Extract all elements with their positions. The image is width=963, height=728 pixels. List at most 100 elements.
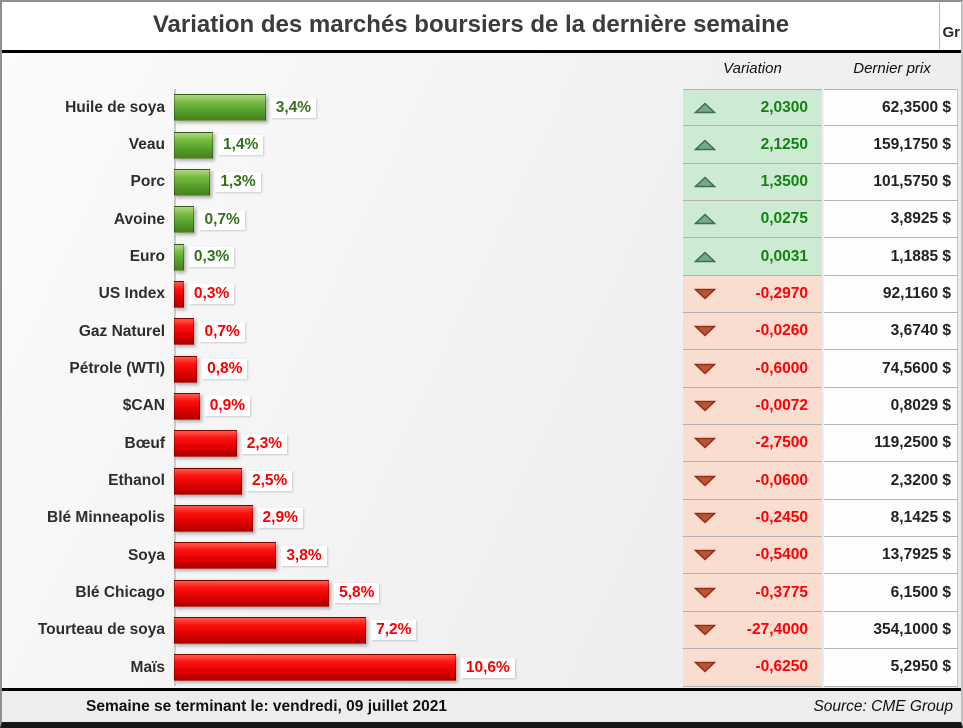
rows-container: Huile de soya 3,4% 2,0300 62,3500 $ Veau… bbox=[2, 89, 961, 687]
category-label: Pétrole (WTI) bbox=[69, 360, 165, 378]
bar-track: 3,8% bbox=[174, 537, 683, 574]
bar-track: 2,3% bbox=[174, 425, 683, 462]
variation-cell: -0,0072 bbox=[683, 387, 822, 426]
percent-label: 0,8% bbox=[202, 359, 248, 380]
variation-cell: -27,4000 bbox=[683, 611, 822, 650]
variation-bar bbox=[174, 616, 367, 644]
last-price-cell: 159,1750 $ bbox=[824, 126, 958, 164]
market-row: Soya 3,8% -0,5400 13,7925 $ bbox=[2, 537, 961, 575]
bar-track: 0,8% bbox=[174, 350, 683, 387]
last-price-cell: 3,8925 $ bbox=[824, 201, 958, 239]
category-label: Blé Minneapolis bbox=[47, 509, 165, 527]
percent-label: 10,6% bbox=[460, 657, 515, 678]
last-price-cell: 354,1000 $ bbox=[824, 611, 958, 650]
bar-track: 0,7% bbox=[174, 313, 683, 350]
table-column-headers: Variation Dernier prix bbox=[2, 53, 961, 89]
last-price-cell: 3,6740 $ bbox=[824, 313, 958, 351]
variation-value: -0,6000 bbox=[755, 359, 808, 377]
variation-value: 2,0300 bbox=[760, 98, 808, 116]
market-row: Ethanol 2,5% -0,0600 2,3200 $ bbox=[2, 462, 961, 500]
category-label: Bœuf bbox=[124, 434, 165, 452]
last-price-cell: 6,1500 $ bbox=[824, 574, 958, 612]
axis-baseline bbox=[174, 89, 176, 686]
last-price-cell: 101,5750 $ bbox=[824, 163, 958, 202]
up-triangle-icon bbox=[694, 251, 716, 262]
variation-cell: 0,0275 bbox=[683, 201, 822, 239]
variation-cell: 0,0031 bbox=[683, 238, 822, 276]
last-price-cell: 74,5600 $ bbox=[824, 350, 958, 388]
variation-bar bbox=[174, 542, 277, 570]
cme-group-logo-fragment: Gr bbox=[942, 24, 960, 41]
variation-cell: -0,6250 bbox=[683, 649, 822, 687]
market-row: US Index 0,3% -0,2970 92,1160 $ bbox=[2, 275, 961, 314]
percent-label: 1,4% bbox=[217, 135, 264, 156]
down-triangle-icon bbox=[694, 550, 716, 561]
market-row: Veau 1,4% 2,1250 159,1750 $ bbox=[2, 126, 961, 164]
category-label: Porc bbox=[130, 173, 165, 191]
up-triangle-icon bbox=[694, 213, 716, 225]
variation-value: -0,2970 bbox=[755, 284, 808, 302]
up-triangle-icon bbox=[694, 102, 716, 113]
bar-track: 1,3% bbox=[174, 164, 683, 201]
variation-value: -0,0072 bbox=[755, 396, 808, 414]
variation-bar bbox=[174, 131, 213, 159]
variation-cell: 2,1250 bbox=[683, 126, 822, 164]
last-price-cell: 2,3200 $ bbox=[824, 462, 958, 500]
variation-value: 1,3500 bbox=[760, 172, 808, 190]
source-label: Source: CME Group bbox=[813, 697, 953, 715]
up-triangle-icon bbox=[694, 176, 716, 188]
page-title: Variation des marchés boursiers de la de… bbox=[152, 11, 790, 38]
category-label: Avoine bbox=[113, 210, 165, 228]
percent-label: 7,2% bbox=[371, 620, 417, 641]
market-row: Bœuf 2,3% -2,7500 119,2500 $ bbox=[2, 425, 961, 463]
percent-label: 3,4% bbox=[270, 97, 317, 118]
down-triangle-icon bbox=[694, 624, 716, 636]
last-price-cell: 1,1885 $ bbox=[824, 238, 958, 276]
bar-track: 1,4% bbox=[174, 126, 683, 163]
market-row: Euro 0,3% 0,0031 1,1885 $ bbox=[2, 238, 961, 276]
variation-bar bbox=[174, 168, 211, 196]
category-label: $CAN bbox=[122, 397, 165, 415]
down-triangle-icon bbox=[694, 325, 716, 337]
percent-label: 0,9% bbox=[204, 396, 251, 417]
market-row: Avoine 0,7% 0,0275 3,8925 $ bbox=[2, 201, 961, 239]
variation-value: -0,3775 bbox=[755, 583, 808, 601]
percent-label: 1,3% bbox=[215, 172, 261, 193]
variation-bar bbox=[174, 504, 253, 532]
variation-value: -0,6250 bbox=[755, 658, 808, 676]
category-label: Veau bbox=[128, 136, 165, 154]
bar-track: 0,7% bbox=[174, 201, 683, 238]
variation-value: -0,5400 bbox=[755, 546, 808, 564]
variation-bar bbox=[174, 94, 266, 122]
percent-label: 2,9% bbox=[257, 508, 303, 529]
last-price-cell: 92,1160 $ bbox=[824, 275, 958, 314]
variation-bar bbox=[174, 392, 200, 420]
variation-value: 0,0275 bbox=[760, 210, 808, 228]
down-triangle-icon bbox=[694, 438, 716, 449]
week-ending-label: Semaine se terminant le: vendredi, 09 ju… bbox=[86, 697, 447, 715]
last-price-cell: 0,8029 $ bbox=[824, 387, 958, 426]
bar-track: 10,6% bbox=[174, 649, 683, 686]
category-label: Euro bbox=[129, 248, 165, 266]
variation-cell: -0,6000 bbox=[683, 350, 822, 388]
variation-bar bbox=[174, 579, 330, 607]
variation-cell: -0,2970 bbox=[683, 275, 822, 314]
percent-label: 0,3% bbox=[188, 247, 235, 268]
variation-bar bbox=[174, 355, 198, 383]
category-label: Maïs bbox=[130, 658, 165, 676]
bar-track: 0,3% bbox=[174, 238, 683, 275]
category-label: Gaz Naturel bbox=[78, 322, 165, 340]
last-price-cell: 5,2950 $ bbox=[824, 649, 958, 687]
percent-label: 2,5% bbox=[247, 471, 293, 492]
bar-track: 0,3% bbox=[174, 276, 683, 313]
market-row: Pétrole (WTI) 0,8% -0,6000 74,5600 $ bbox=[2, 350, 961, 388]
variation-cell: -0,0260 bbox=[683, 313, 822, 351]
down-triangle-icon bbox=[694, 400, 716, 412]
category-label: Ethanol bbox=[108, 472, 165, 490]
variation-value: -2,7500 bbox=[755, 434, 808, 452]
variation-value: 2,1250 bbox=[760, 135, 808, 153]
variation-bar bbox=[174, 654, 456, 682]
variation-bar bbox=[174, 467, 242, 495]
market-row: Blé Minneapolis 2,9% -0,2450 8,1425 $ bbox=[2, 499, 961, 538]
